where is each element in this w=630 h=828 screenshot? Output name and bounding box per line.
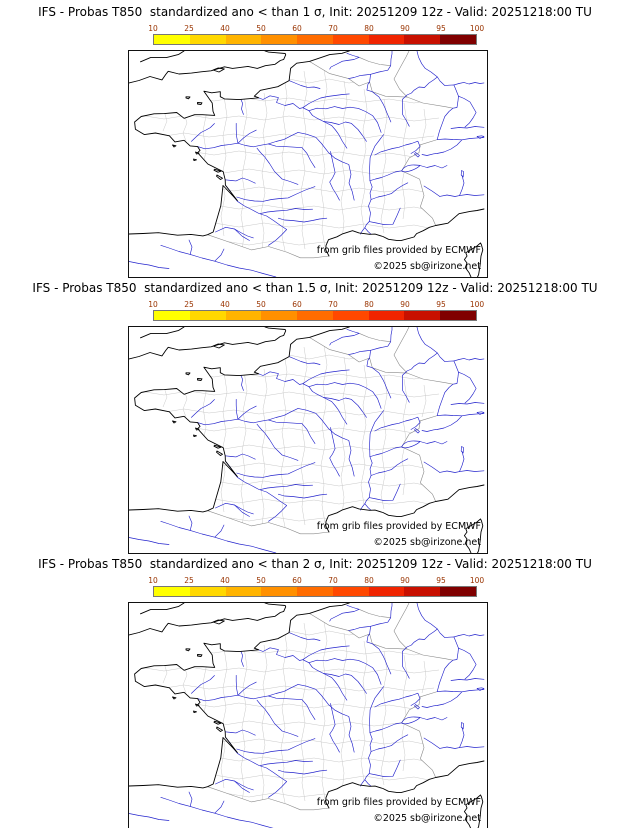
credit-ecmwf: from grib files provided by ECMWF	[316, 245, 481, 256]
colorbar-tick-label: 10	[148, 24, 158, 33]
colorbar-segment	[332, 35, 369, 44]
probability-colorbar: 10 25 40 50 60 70 80 90 95 100	[148, 575, 484, 597]
colorbar-segment	[154, 311, 190, 320]
probability-colorbar: 10 25 40 50 60 70 80 90 95 100	[148, 23, 484, 45]
colorbar-tick-label: 60	[292, 24, 302, 33]
panel-title: IFS - Probas T850 standardized ano < tha…	[38, 557, 592, 571]
colorbar-tick-label: 40	[220, 24, 230, 33]
colorbar-tick-row: 10 25 40 50 60 70 80 90 95 100	[148, 299, 484, 309]
france-map-svg	[129, 51, 487, 277]
panel-sigma-1: IFS - Probas T850 standardized ano < tha…	[0, 0, 630, 278]
colorbar-tick-label: 60	[292, 576, 302, 585]
probability-colorbar: 10 25 40 50 60 70 80 90 95 100	[148, 299, 484, 321]
panel-sigma-1-5: IFS - Probas T850 standardized ano < tha…	[0, 276, 630, 554]
copyright-text: ©2025 sb@irizone.net	[373, 261, 481, 272]
credit-ecmwf: from grib files provided by ECMWF	[316, 797, 481, 808]
colorbar-segment	[189, 587, 226, 596]
colorbar-segment	[261, 587, 298, 596]
colorbar-tick-row: 10 25 40 50 60 70 80 90 95 100	[148, 23, 484, 33]
france-map: from grib files provided by ECMWF ©2025 …	[128, 326, 488, 554]
colorbar-tick-label: 100	[469, 24, 485, 33]
colorbar-tick-label: 100	[469, 576, 485, 585]
colorbar-tick-label: 95	[436, 576, 446, 585]
colorbar-segment	[154, 35, 190, 44]
colorbar-tick-label: 70	[328, 576, 338, 585]
colorbar-segment	[440, 311, 477, 320]
colorbar-segment	[404, 311, 441, 320]
colorbar-tick-label: 10	[148, 300, 158, 309]
colorbar-segment	[297, 587, 333, 596]
colorbar-tick-label: 40	[220, 576, 230, 585]
france-map: from grib files provided by ECMWF ©2025 …	[128, 602, 488, 828]
colorbar-segment	[261, 35, 298, 44]
credit-ecmwf: from grib files provided by ECMWF	[316, 521, 481, 532]
colorbar-segment	[189, 311, 226, 320]
colorbar-tick-label: 80	[364, 300, 374, 309]
colorbar-bar	[153, 34, 477, 45]
colorbar-segment	[297, 35, 333, 44]
colorbar-tick-label: 50	[256, 300, 266, 309]
colorbar-tick-label: 40	[220, 300, 230, 309]
colorbar-segment	[332, 311, 369, 320]
colorbar-tick-row: 10 25 40 50 60 70 80 90 95 100	[148, 575, 484, 585]
colorbar-segment	[404, 35, 441, 44]
panel-title: IFS - Probas T850 standardized ano < tha…	[32, 281, 598, 295]
colorbar-segment	[189, 35, 226, 44]
france-map-svg	[129, 603, 487, 828]
colorbar-tick-label: 95	[436, 24, 446, 33]
panel-title: IFS - Probas T850 standardized ano < tha…	[38, 5, 592, 19]
colorbar-bar	[153, 310, 477, 321]
colorbar-tick-label: 25	[184, 24, 194, 33]
colorbar-tick-label: 25	[184, 300, 194, 309]
colorbar-tick-label: 90	[400, 300, 410, 309]
colorbar-tick-label: 90	[400, 24, 410, 33]
colorbar-segment	[332, 587, 369, 596]
colorbar-tick-label: 100	[469, 300, 485, 309]
panel-sigma-2: IFS - Probas T850 standardized ano < tha…	[0, 552, 630, 828]
colorbar-tick-label: 50	[256, 24, 266, 33]
colorbar-segment	[440, 587, 477, 596]
colorbar-segment	[404, 587, 441, 596]
colorbar-tick-label: 70	[328, 24, 338, 33]
colorbar-tick-label: 50	[256, 576, 266, 585]
colorbar-tick-label: 25	[184, 576, 194, 585]
colorbar-segment	[368, 35, 405, 44]
colorbar-tick-label: 10	[148, 576, 158, 585]
colorbar-bar	[153, 586, 477, 597]
colorbar-tick-label: 60	[292, 300, 302, 309]
colorbar-segment	[225, 587, 262, 596]
colorbar-segment	[368, 587, 405, 596]
colorbar-segment	[261, 311, 298, 320]
colorbar-segment	[297, 311, 333, 320]
copyright-text: ©2025 sb@irizone.net	[373, 813, 481, 824]
colorbar-segment	[225, 35, 262, 44]
colorbar-tick-label: 80	[364, 576, 374, 585]
colorbar-tick-label: 90	[400, 576, 410, 585]
colorbar-tick-label: 80	[364, 24, 374, 33]
france-map-svg	[129, 327, 487, 553]
france-map: from grib files provided by ECMWF ©2025 …	[128, 50, 488, 278]
colorbar-segment	[154, 587, 190, 596]
colorbar-tick-label: 70	[328, 300, 338, 309]
colorbar-tick-label: 95	[436, 300, 446, 309]
colorbar-segment	[368, 311, 405, 320]
colorbar-segment	[440, 35, 477, 44]
copyright-text: ©2025 sb@irizone.net	[373, 537, 481, 548]
colorbar-segment	[225, 311, 262, 320]
